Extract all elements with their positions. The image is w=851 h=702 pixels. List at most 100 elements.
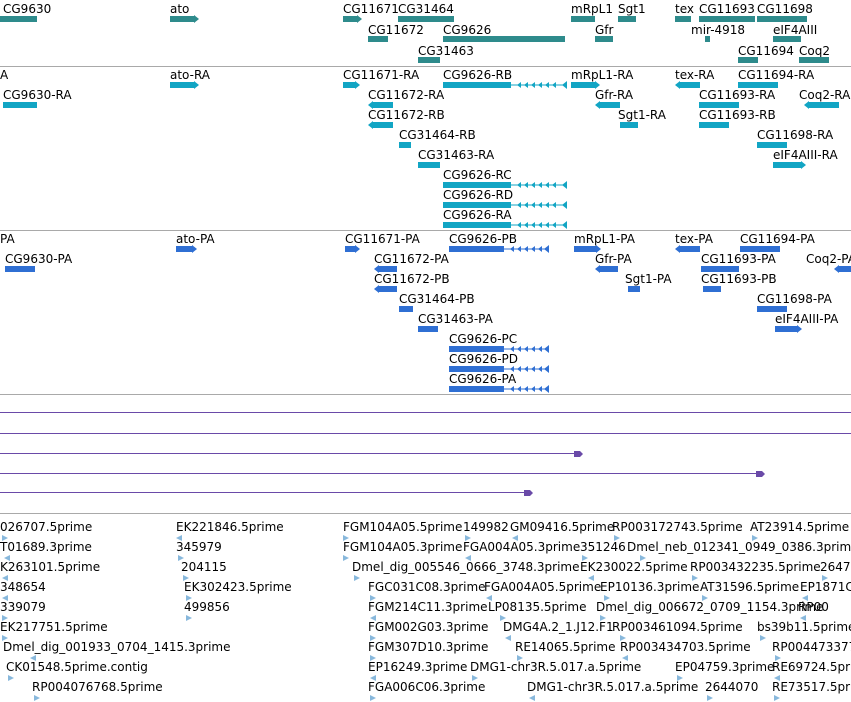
transcript-label[interactable]: mRpL1-RA	[571, 68, 634, 82]
est-glyph[interactable]	[702, 595, 710, 602]
gene-label[interactable]: mir-4918	[691, 23, 746, 37]
est-glyph[interactable]	[692, 575, 700, 582]
est-glyph[interactable]	[622, 655, 630, 662]
est-label[interactable]: 026707.5prime	[0, 520, 93, 534]
protein-label[interactable]: CG9626-PB	[449, 232, 518, 246]
est-glyph[interactable]	[178, 555, 186, 562]
protein-glyph[interactable]	[374, 265, 398, 273]
est-label[interactable]: EK230022.5prime	[580, 560, 688, 574]
transcript-label[interactable]: CG31464-RB	[399, 128, 476, 142]
transcript-glyph[interactable]	[738, 81, 784, 89]
est-glyph[interactable]	[2, 615, 10, 622]
est-label[interactable]: bs39b11.5prime	[757, 620, 851, 634]
est-label[interactable]: GM09416.5prime	[510, 520, 615, 534]
est-glyph[interactable]	[486, 595, 494, 602]
est-label[interactable]: T01689.3prime	[0, 540, 92, 554]
protein-glyph[interactable]	[757, 305, 793, 313]
est-label[interactable]: AT31596.5prime	[700, 580, 800, 594]
est-glyph[interactable]	[774, 675, 782, 682]
est-label[interactable]: Dmel_dig_005546_0666_3748.3prime	[352, 560, 580, 574]
protein-label[interactable]: CG31464-PB	[399, 292, 475, 306]
est-glyph[interactable]	[677, 675, 685, 682]
transcript-glyph[interactable]	[699, 101, 745, 109]
transcript-label[interactable]: CG11693-RA	[699, 88, 776, 102]
protein-glyph[interactable]	[449, 365, 555, 373]
est-label[interactable]: Dmel_dig_006672_0709_1154.3prime	[596, 600, 824, 614]
protein-glyph[interactable]	[740, 245, 786, 253]
est-label[interactable]: RE14065.5prime	[515, 640, 616, 654]
protein-label[interactable]: CG11672-PA	[374, 252, 449, 266]
gene-label[interactable]: eIF4AIII	[773, 23, 818, 37]
est-label[interactable]: FGA004A05.3prime	[463, 540, 581, 554]
gene-label[interactable]: CG11694	[738, 44, 794, 58]
protein-glyph[interactable]	[449, 345, 555, 353]
est-label[interactable]: DMG1-chr3R.5.017.a.5prime	[527, 680, 699, 694]
gene-glyph[interactable]	[398, 15, 460, 23]
protein-glyph[interactable]	[449, 385, 555, 393]
transcript-glyph[interactable]	[443, 81, 573, 89]
est-glyph[interactable]	[176, 535, 184, 542]
transcript-glyph[interactable]	[3, 101, 43, 109]
transcript-label[interactable]: CG11694-RA	[738, 68, 815, 82]
est-label[interactable]: FGM104A05.3prime	[343, 540, 463, 554]
est-glyph[interactable]	[640, 555, 648, 562]
est-glyph[interactable]	[354, 575, 362, 582]
transcript-glyph[interactable]	[170, 81, 200, 89]
alignment-end-marker[interactable]	[756, 470, 766, 478]
est-glyph[interactable]	[775, 655, 783, 662]
protein-glyph[interactable]	[374, 285, 398, 293]
est-glyph[interactable]	[2, 595, 10, 602]
transcript-glyph[interactable]	[773, 161, 807, 169]
transcript-label[interactable]: CG9626-RD	[443, 188, 514, 202]
protein-label[interactable]: mRpL1-PA	[574, 232, 635, 246]
protein-glyph[interactable]	[418, 325, 444, 333]
est-label[interactable]: 351246	[580, 540, 626, 554]
gene-glyph[interactable]	[443, 35, 571, 43]
gene-glyph[interactable]	[595, 35, 619, 43]
est-glyph[interactable]	[4, 555, 12, 562]
protein-label[interactable]: CG31463-PA	[418, 312, 493, 326]
transcript-glyph[interactable]	[804, 101, 840, 109]
gene-glyph[interactable]	[799, 56, 835, 64]
protein-glyph[interactable]	[595, 265, 619, 273]
est-label[interactable]: 2647	[820, 560, 851, 574]
est-label[interactable]: LP08135.5prime	[488, 600, 587, 614]
transcript-label[interactable]: Gfr-RA	[595, 88, 634, 102]
est-glyph[interactable]	[588, 575, 596, 582]
gene-glyph[interactable]	[618, 15, 642, 23]
est-label[interactable]: DMG1-chr3R.5.017.a.5prime	[470, 660, 642, 674]
gene-label[interactable]: CG31464	[398, 2, 454, 16]
est-label[interactable]: EK217751.5prime	[0, 620, 108, 634]
est-label[interactable]: FGM214C11.3prime	[368, 600, 488, 614]
est-glyph[interactable]	[34, 695, 42, 702]
est-label[interactable]: FGM002G03.3prime	[368, 620, 489, 634]
transcript-glyph[interactable]	[443, 201, 573, 209]
protein-label[interactable]: CG11693-PA	[701, 252, 776, 266]
est-glyph[interactable]	[800, 615, 808, 622]
est-label[interactable]: EP04759.3prime	[675, 660, 775, 674]
est-label[interactable]: RP004473377	[772, 640, 851, 654]
transcript-label[interactable]: Sgt1-RA	[618, 108, 666, 122]
alignment-line[interactable]	[0, 453, 580, 454]
est-glyph[interactable]	[2, 535, 10, 542]
est-glyph[interactable]	[517, 655, 525, 662]
est-label[interactable]: 2644070	[705, 680, 759, 694]
transcript-label[interactable]: CG31463-RA	[418, 148, 495, 162]
est-label[interactable]: FGC031C08.3prime	[368, 580, 486, 594]
protein-glyph[interactable]	[399, 305, 419, 313]
protein-glyph[interactable]	[5, 265, 41, 273]
est-glyph[interactable]	[500, 615, 508, 622]
transcript-label[interactable]: tex-RA	[675, 68, 715, 82]
est-glyph[interactable]	[707, 695, 715, 702]
est-label[interactable]: EK302423.5prime	[184, 580, 292, 594]
est-glyph[interactable]	[472, 675, 480, 682]
est-label[interactable]: EP1871C	[800, 580, 851, 594]
gene-glyph[interactable]	[699, 15, 761, 23]
est-glyph[interactable]	[343, 555, 351, 562]
est-label[interactable]: K263101.5prime	[0, 560, 101, 574]
est-label[interactable]: 204115	[181, 560, 227, 574]
protein-label[interactable]: CG11672-PB	[374, 272, 450, 286]
gene-glyph[interactable]	[368, 35, 394, 43]
est-label[interactable]: FGM104A05.5prime	[343, 520, 463, 534]
transcript-label[interactable]: eIF4AIII-RA	[773, 148, 838, 162]
